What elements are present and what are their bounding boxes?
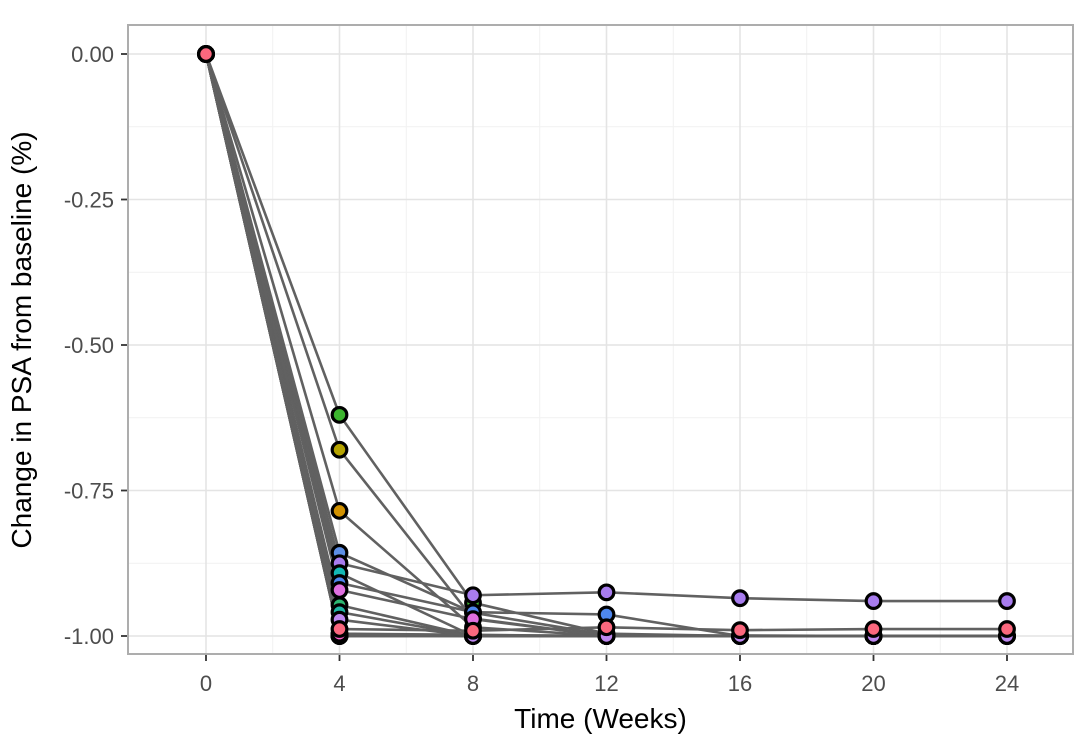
data-point-patient-09-wk4 <box>330 440 349 459</box>
data-point-patient-10-wk4 <box>330 501 349 520</box>
data-point-patient-15-wk8 <box>464 586 482 605</box>
data-point-patient-20-wk4 <box>330 620 349 638</box>
y-tick-label: -0.75 <box>64 479 114 504</box>
gridlines-major <box>128 25 1073 654</box>
x-axis-title: Time (Weeks) <box>514 703 687 734</box>
data-point-patient-18-wk4 <box>330 581 349 599</box>
data-point-patient-20-wk12 <box>597 618 616 637</box>
data-point-patient-15-wk16 <box>731 589 749 608</box>
x-tick-label: 8 <box>467 671 479 696</box>
x-axis-tick-labels: 0 4 8 12 16 20 24 <box>200 671 1019 696</box>
data-point-patient-20-wk16 <box>731 621 749 640</box>
data-point-patient-11-wk4 <box>330 405 349 424</box>
x-tick-label: 4 <box>333 671 345 696</box>
data-point-patient-15-wk20 <box>864 592 883 610</box>
y-tick-label: -1.00 <box>64 624 114 649</box>
y-axis-tick-labels: 0.00 -0.25 -0.50 -0.75 -1.00 <box>64 42 114 649</box>
data-point-patient-15-wk12 <box>597 583 616 602</box>
patient-data-points <box>197 45 1016 645</box>
panel-background <box>128 25 1073 654</box>
x-tick-label: 20 <box>861 671 885 696</box>
y-axis-title-text: Change in PSA from baseline (%) <box>6 131 37 549</box>
y-tick-label: -0.50 <box>64 333 114 358</box>
panel-border <box>127 24 1074 655</box>
y-tick-label: -0.25 <box>64 188 114 213</box>
x-tick-label: 16 <box>728 671 752 696</box>
data-point-patient-20-wk0 <box>197 45 215 63</box>
x-tick-label: 0 <box>200 671 212 696</box>
y-tick-label: 0.00 <box>71 42 114 67</box>
data-point-patient-20-wk24 <box>998 620 1016 638</box>
data-point-patient-20-wk20 <box>864 620 883 638</box>
axis-tick-marks <box>121 53 1008 661</box>
data-point-patient-15-wk24 <box>998 592 1016 610</box>
x-tick-label: 24 <box>995 671 1019 696</box>
x-tick-label: 12 <box>594 671 618 696</box>
data-point-patient-20-wk8 <box>464 621 482 640</box>
